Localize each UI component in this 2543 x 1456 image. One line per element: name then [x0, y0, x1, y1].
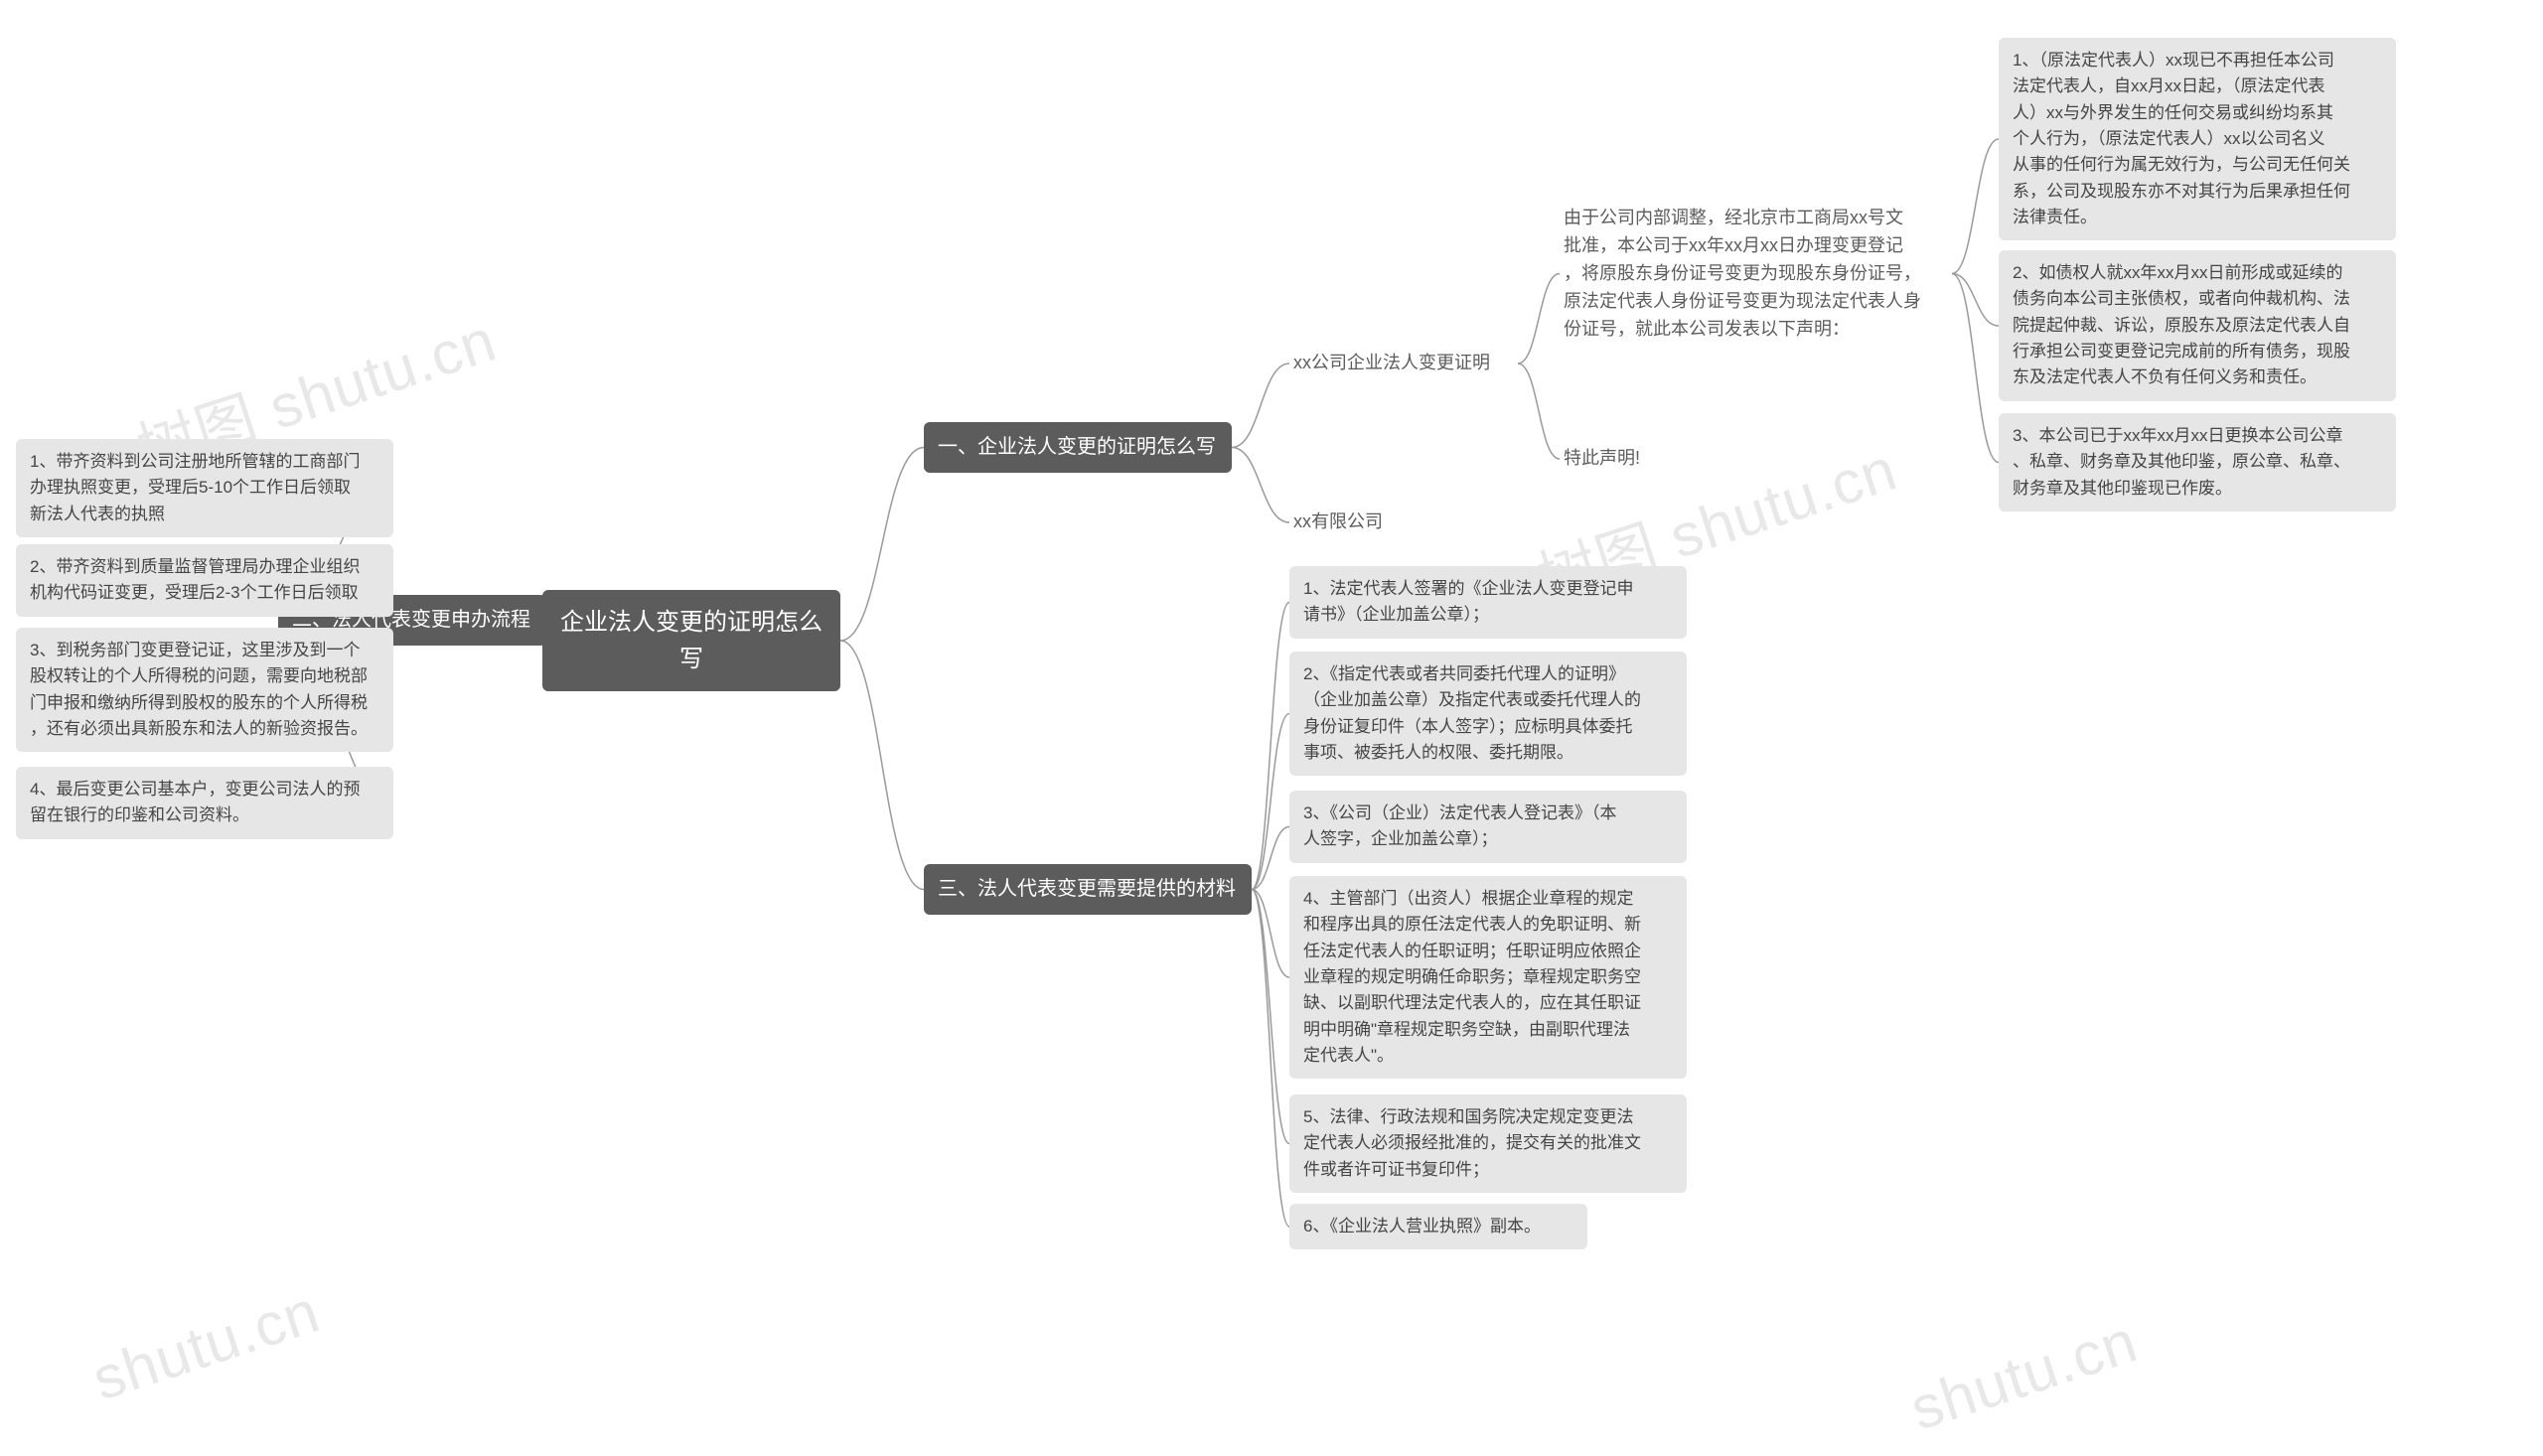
connector — [1518, 364, 1560, 459]
node-label: 1、法定代表人签署的《企业法人变更登记申 请书》（企业加盖公章）； — [1303, 579, 1633, 624]
node-label: 3、到税务部门变更登记证，这里涉及到一个 股权转让的个人所得税的问题，需要向地税… — [30, 641, 368, 738]
mindmap-node-l2a: 1、带齐资料到公司注册地所管辖的工商部门 办理执照变更，受理后5-10个工作日后… — [16, 439, 393, 537]
node-label: 3、《公司（企业）法定代表人登记表》（本 人签字，企业加盖公章）； — [1303, 803, 1616, 848]
mindmap-node-s1a1: 由于公司内部调整，经北京市工商局xx号文 批准，本公司于xx年xx月xx日办理变… — [1560, 199, 1952, 349]
mindmap-node-l3c: 3、《公司（企业）法定代表人登记表》（本 人签字，企业加盖公章）； — [1289, 791, 1687, 863]
connector — [1252, 890, 1289, 1144]
mindmap-node-s1a1c: 3、本公司已于xx年xx月xx日更换本公司公章 、私章、财务章及其他印鉴，原公章… — [1999, 413, 2396, 511]
node-label: 4、最后变更公司基本户，变更公司法人的预 留在银行的印鉴和公司资料。 — [30, 780, 360, 824]
node-label: 特此声明! — [1564, 448, 1640, 468]
node-label: 企业法人变更的证明怎么 写 — [560, 609, 823, 672]
node-label: 2、《指定代表或者共同委托代理人的证明》 （企业加盖公章）及指定代表或委托代理人… — [1303, 664, 1641, 762]
mindmap-node-l3d: 4、主管部门（出资人）根据企业章程的规定 和程序出具的原任法定代表人的免职证明、… — [1289, 876, 1687, 1079]
mindmap-node-l2b: 2、带齐资料到质量监督管理局办理企业组织 机构代码证变更，受理后2-3个工作日后… — [16, 544, 393, 617]
node-label: 一、企业法人变更的证明怎么写 — [938, 436, 1216, 458]
connector — [840, 641, 924, 890]
node-label: xx有限公司 — [1293, 511, 1383, 531]
mindmap-node-m1: 一、企业法人变更的证明怎么写 — [924, 422, 1232, 473]
node-label: 2、带齐资料到质量监督管理局办理企业组织 机构代码证变更，受理后2-3个工作日后… — [30, 557, 360, 602]
node-label: 1、带齐资料到公司注册地所管辖的工商部门 办理执照变更，受理后5-10个工作日后… — [30, 452, 360, 523]
mindmap-node-s1a: xx公司企业法人变更证明 — [1289, 344, 1518, 383]
connector — [1518, 274, 1560, 364]
mindmap-node-s1a1b: 2、如债权人就xx年xx月xx日前形成或延续的 债务向本公司主张债权，或者向仲裁… — [1999, 250, 2396, 401]
connector — [1232, 364, 1289, 448]
connector — [1952, 139, 1999, 274]
node-label: 1、（原法定代表人）xx现已不再担任本公司 法定代表人，自xx月xx日起，（原法… — [2013, 51, 2350, 226]
mindmap-node-l2c: 3、到税务部门变更登记证，这里涉及到一个 股权转让的个人所得税的问题，需要向地税… — [16, 628, 393, 752]
connector — [1952, 274, 1999, 463]
node-label: 三、法人代表变更需要提供的材料 — [938, 878, 1236, 900]
node-label: 4、主管部门（出资人）根据企业章程的规定 和程序出具的原任法定代表人的免职证明、… — [1303, 889, 1641, 1065]
connector — [1252, 603, 1289, 890]
node-label: 3、本公司已于xx年xx月xx日更换本公司公章 、私章、财务章及其他印鉴，原公章… — [2013, 426, 2350, 498]
mindmap-node-root: 企业法人变更的证明怎么 写 — [542, 590, 840, 691]
node-label: 由于公司内部调整，经北京市工商局xx号文 批准，本公司于xx年xx月xx日办理变… — [1564, 208, 1921, 339]
mindmap-node-s1b: xx有限公司 — [1289, 503, 1409, 542]
connector — [840, 448, 924, 642]
mindmap-node-l2d: 4、最后变更公司基本户，变更公司法人的预 留在银行的印鉴和公司资料。 — [16, 767, 393, 839]
node-label: 2、如债权人就xx年xx月xx日前形成或延续的 债务向本公司主张债权，或者向仲裁… — [2013, 263, 2350, 386]
connector — [1232, 448, 1289, 523]
connector — [1252, 890, 1289, 1228]
mindmap-node-l3e: 5、法律、行政法规和国务院决定规定变更法 定代表人必须报经批准的，提交有关的批准… — [1289, 1094, 1687, 1193]
mindmap-node-m3: 三、法人代表变更需要提供的材料 — [924, 864, 1252, 915]
mindmap-node-s1a1a: 1、（原法定代表人）xx现已不再担任本公司 法定代表人，自xx月xx日起，（原法… — [1999, 38, 2396, 240]
mindmap-node-s1a2: 特此声明! — [1560, 439, 1659, 479]
node-label: 6、《企业法人营业执照》副本。 — [1303, 1217, 1541, 1236]
mindmap-node-l3b: 2、《指定代表或者共同委托代理人的证明》 （企业加盖公章）及指定代表或委托代理人… — [1289, 652, 1687, 776]
node-label: xx公司企业法人变更证明 — [1293, 353, 1490, 372]
node-label: 5、法律、行政法规和国务院决定规定变更法 定代表人必须报经批准的，提交有关的批准… — [1303, 1107, 1641, 1179]
mindmap-node-l3a: 1、法定代表人签署的《企业法人变更登记申 请书》（企业加盖公章）； — [1289, 566, 1687, 639]
mindmap-node-l3f: 6、《企业法人营业执照》副本。 — [1289, 1204, 1587, 1249]
